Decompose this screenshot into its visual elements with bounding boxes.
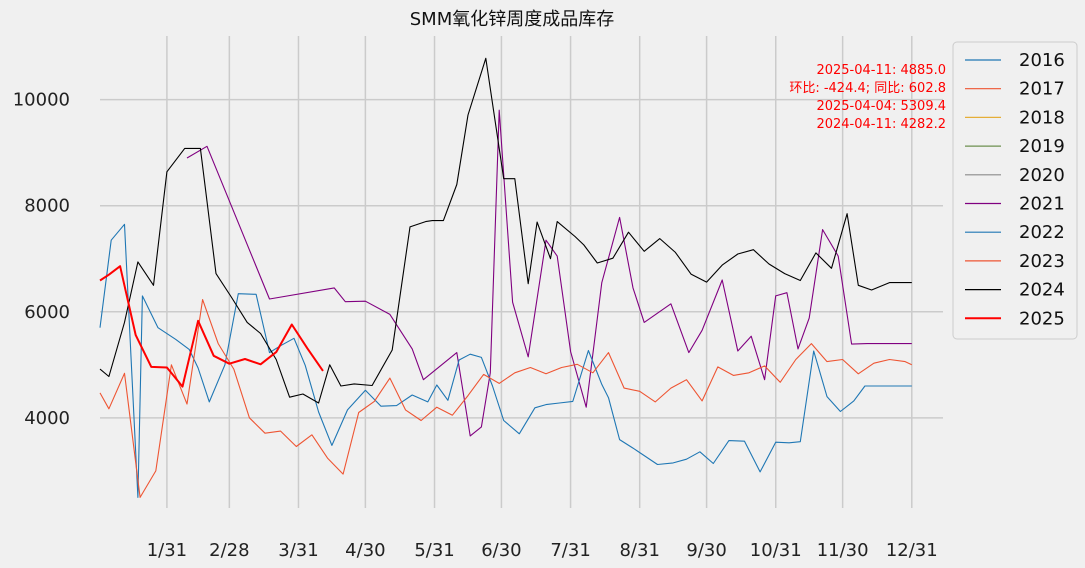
annotation-text: 2025-04-11: 4885.0 xyxy=(816,63,946,78)
series-lines xyxy=(99,57,913,498)
legend: 2016 2017 2018 2019 2020 2021 2022 2023 2024 2025 xyxy=(952,41,1078,340)
legend-label-2018: 2018 xyxy=(1019,107,1065,128)
legend-label-2025: 2025 xyxy=(1019,308,1065,329)
x-tick-label: 2/28 xyxy=(209,540,249,561)
x-tick-label: 9/30 xyxy=(686,540,726,561)
annotation-text: 2025-04-04: 5309.4 xyxy=(816,99,946,114)
y-tick-label: 10000 xyxy=(13,90,70,111)
x-tick-label: 7/31 xyxy=(550,540,590,561)
x-tick-label: 11/30 xyxy=(817,540,869,561)
x-tick-label: 6/30 xyxy=(481,540,521,561)
legend-label-2022: 2022 xyxy=(1019,222,1065,243)
y-tick-label: 8000 xyxy=(24,196,70,217)
legend-label-2019: 2019 xyxy=(1019,136,1065,157)
x-tick-label: 4/30 xyxy=(345,540,385,561)
series-line-2021 xyxy=(186,109,912,437)
annotation-text: 环比: -424.4; 同比: 602.8 xyxy=(789,81,946,96)
y-ticks: 4000 6000 8000 10000 xyxy=(13,90,70,429)
legend-box xyxy=(952,41,1078,340)
plot-grid xyxy=(100,36,943,508)
x-tick-label: 12/31 xyxy=(886,540,938,561)
legend-label-2017: 2017 xyxy=(1019,79,1065,100)
series-line-2025 xyxy=(99,265,324,388)
x-tick-label: 10/31 xyxy=(750,540,802,561)
x-tick-label: 3/31 xyxy=(278,540,318,561)
x-tick-label: 8/31 xyxy=(619,540,659,561)
series-line-2024 xyxy=(99,57,912,404)
legend-label-2021: 2021 xyxy=(1019,194,1065,215)
x-tick-label: 1/31 xyxy=(147,540,187,561)
annotation-text: 2024-04-11: 4282.2 xyxy=(816,117,946,132)
x-ticks: 1/31 2/28 3/31 4/30 5/31 6/30 7/31 8/31 9/30 10/3… xyxy=(147,540,938,561)
legend-label-2023: 2023 xyxy=(1019,251,1065,272)
series-line-2022 xyxy=(99,223,912,498)
legend-label-2020: 2020 xyxy=(1019,165,1065,186)
y-tick-label: 4000 xyxy=(24,408,70,429)
chart-title: SMM氧化锌周度成品库存 xyxy=(410,9,615,30)
annotations: 2025-04-11: 4885.0 环比: -424.4; 同比: 602.8 2… xyxy=(789,63,946,132)
legend-label-2016: 2016 xyxy=(1019,50,1065,71)
series-line-2023 xyxy=(99,299,913,498)
x-tick-label: 5/31 xyxy=(414,540,454,561)
y-tick-label: 6000 xyxy=(24,302,70,323)
legend-label-2024: 2024 xyxy=(1019,280,1065,301)
